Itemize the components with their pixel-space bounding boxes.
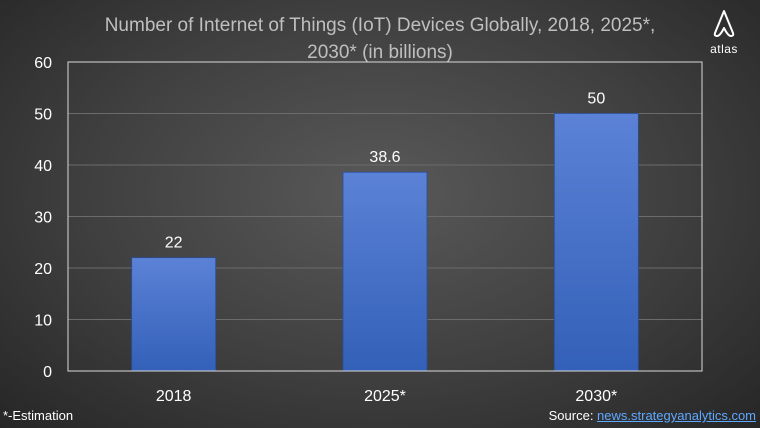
plot-area-border (67, 61, 703, 372)
x-axis-ticks: 2018 2025* 2030* (156, 388, 617, 405)
data-label: 50 (587, 91, 605, 108)
data-label: 38.6 (369, 149, 400, 166)
y-tick-label: 40 (34, 158, 52, 175)
bar-2018 (131, 257, 217, 372)
y-tick-label: 50 (34, 107, 52, 124)
data-label: 22 (165, 235, 183, 252)
y-tick-label: 10 (34, 313, 52, 330)
x-tick-label: 2018 (156, 388, 192, 405)
atlas-logo-icon (713, 10, 735, 37)
atlas-logo: atlas (702, 9, 746, 56)
source-label: Source: (548, 408, 598, 423)
chart-title-line-1: Number of Internet of Things (IoT) Devic… (105, 15, 656, 36)
chart-title-line-2: 2030* (in billions) (307, 42, 453, 63)
y-tick-label: 0 (43, 364, 52, 381)
y-tick-label: 20 (34, 261, 52, 278)
bar-2025 (342, 171, 428, 372)
footnote: *-Estimation (3, 408, 74, 423)
bars: 22 38.6 50 (131, 91, 639, 372)
x-tick-label: 2025* (364, 388, 406, 405)
atlas-logo-text: atlas (710, 42, 738, 56)
y-axis-ticks: 0 10 20 30 40 50 60 (34, 55, 52, 381)
y-tick-label: 30 (34, 210, 52, 227)
source-link[interactable]: news.strategyanalytics.com (597, 408, 756, 423)
y-tick-label: 60 (34, 55, 52, 72)
source-credit: Source: news.strategyanalytics.com (549, 408, 756, 423)
bar-2030 (553, 113, 639, 372)
x-tick-label: 2030* (575, 388, 617, 405)
